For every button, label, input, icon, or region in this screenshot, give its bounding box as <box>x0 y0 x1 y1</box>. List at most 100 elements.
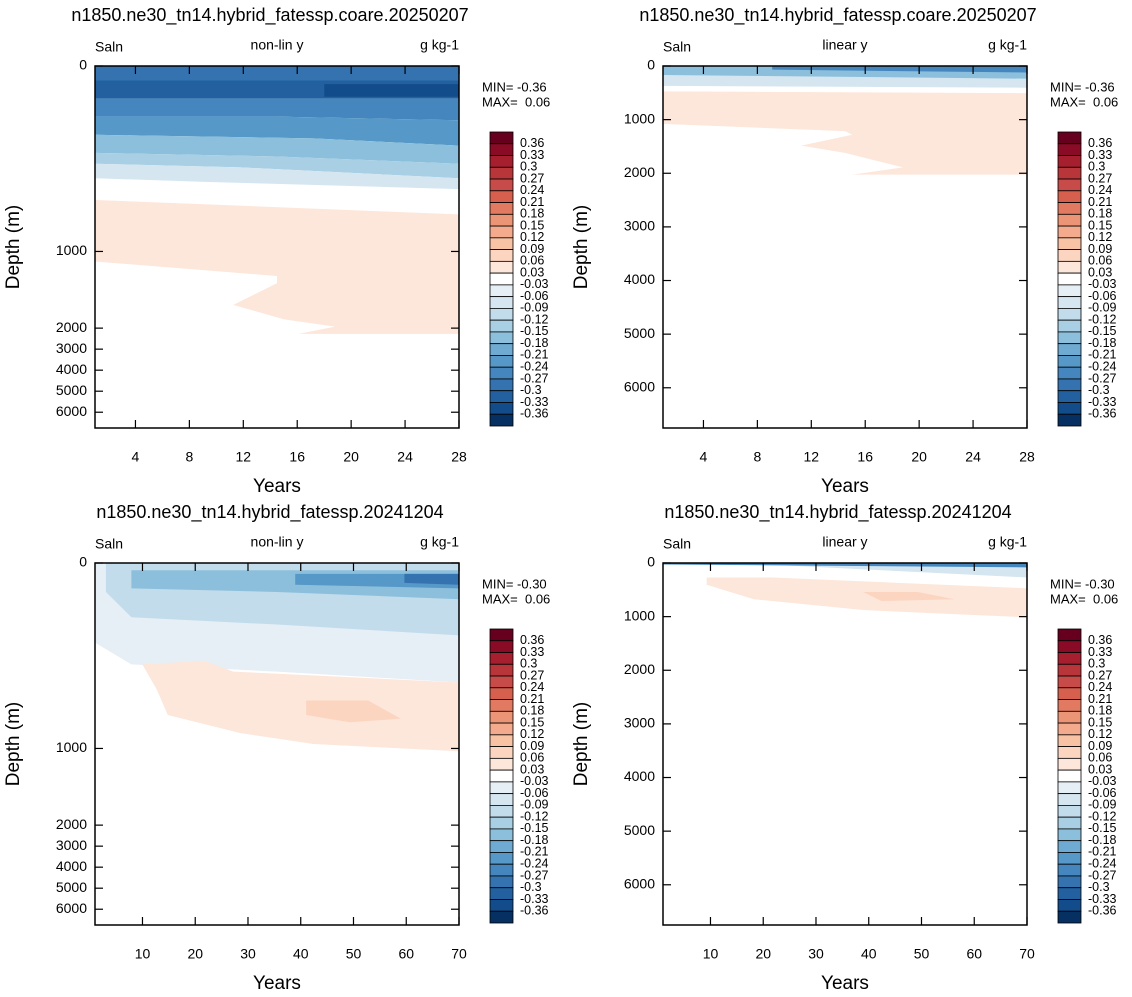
x-tick-label: 12 <box>236 449 252 465</box>
y-tick-label: 3000 <box>624 715 655 731</box>
left-label: Saln <box>663 39 691 55</box>
colorbar-box <box>1057 781 1082 795</box>
colorbar-label: -0.18 <box>1088 833 1117 847</box>
colorbar-box <box>1057 331 1082 345</box>
y-tick-label: 2000 <box>56 816 87 832</box>
panel: n1850.ne30_tn14.hybrid_fatessp.20241204 S… <box>571 502 1118 994</box>
center-label: non-lin y <box>251 37 304 53</box>
contour-fill <box>95 116 459 146</box>
chart-title: n1850.ne30_tn14.hybrid_fatessp.20241204 <box>96 502 443 523</box>
x-tick-label: 4 <box>700 449 708 465</box>
colorbar-label: -0.21 <box>1088 348 1117 362</box>
colorbar-box <box>1057 852 1082 865</box>
x-tick-label: 20 <box>755 946 771 962</box>
panel: n1850.ne30_tn14.hybrid_fatessp.coare.202… <box>3 5 550 497</box>
colorbar-box <box>1057 793 1082 806</box>
colorbar-box <box>489 166 514 180</box>
x-axis-label: Years <box>821 973 869 994</box>
colorbar-box <box>1057 863 1082 877</box>
colorbar-box <box>1057 687 1082 700</box>
colorbar-label: 0.21 <box>520 692 544 706</box>
y-tick-label: 1000 <box>624 110 655 126</box>
colorbar-label: -0.27 <box>520 868 549 882</box>
colorbar-box <box>1057 910 1082 924</box>
x-tick-label: 40 <box>861 946 877 962</box>
colorbar-label: -0.3 <box>1088 880 1110 894</box>
colorbar-box <box>489 413 514 427</box>
colorbar-label: 0.24 <box>1088 680 1112 694</box>
colorbar-box <box>489 675 514 689</box>
colorbar-label: -0.21 <box>520 845 549 859</box>
colorbar-label: -0.15 <box>1088 324 1117 338</box>
colorbar-label: 0.15 <box>1088 715 1112 729</box>
colorbar-label: -0.24 <box>1088 856 1117 870</box>
colorbar-box <box>1057 663 1082 677</box>
y-tick-label: 4000 <box>624 271 655 287</box>
y-tick-label: 3000 <box>56 340 87 356</box>
y-tick-label: 4000 <box>56 858 87 874</box>
colorbar-box <box>489 155 514 168</box>
colorbar-label: -0.06 <box>1088 289 1117 303</box>
colorbar-label: 0.24 <box>520 183 544 197</box>
colorbar-label: 0.18 <box>520 207 544 221</box>
y-tick-label: 2000 <box>56 319 87 335</box>
colorbar-box <box>1057 249 1082 262</box>
colorbar-label: 0.33 <box>1088 645 1112 659</box>
colorbar-label: 0.03 <box>1088 762 1112 776</box>
center-label: non-lin y <box>251 534 304 550</box>
colorbar-label: -0.12 <box>520 809 549 823</box>
colorbar-box <box>1057 237 1082 250</box>
max-label: MAX= 0.06 <box>482 94 550 109</box>
x-tick-label: 70 <box>451 946 467 962</box>
colorbar-label: -0.3 <box>520 880 542 894</box>
x-tick-label: 30 <box>808 946 824 962</box>
colorbar-box <box>1057 319 1082 333</box>
x-tick-label: 20 <box>343 449 359 465</box>
colorbar-box <box>489 331 514 345</box>
colorbar-box <box>489 272 514 286</box>
colorbar-label: 0.3 <box>520 160 537 174</box>
y-tick-label: 0 <box>647 554 655 570</box>
colorbar-box <box>1057 757 1082 771</box>
colorbar-box <box>489 781 514 795</box>
max-label: MAX= 0.06 <box>1050 94 1118 109</box>
colorbar-box <box>489 190 514 203</box>
colorbar-box <box>489 307 514 321</box>
colorbar-label: -0.09 <box>520 798 549 812</box>
colorbar-label: -0.33 <box>520 892 549 906</box>
y-tick-label: 4000 <box>624 768 655 784</box>
x-tick-label: 20 <box>911 449 927 465</box>
colorbar-box <box>1057 131 1082 145</box>
colorbar-box <box>1057 178 1082 192</box>
colorbar-label: 0.06 <box>1088 751 1112 765</box>
x-tick-label: 60 <box>398 946 414 962</box>
colorbar-box <box>1057 722 1082 736</box>
colorbar-box <box>489 852 514 865</box>
colorbar-box <box>1057 402 1082 415</box>
colorbar-label: 0.09 <box>1088 242 1112 256</box>
colorbar-label: 0.09 <box>1088 739 1112 753</box>
colorbar-label: 0.12 <box>1088 230 1112 244</box>
colorbar-box <box>1057 307 1082 321</box>
colorbar-box <box>489 769 514 783</box>
x-tick-label: 4 <box>132 449 140 465</box>
colorbar-box <box>1057 343 1082 356</box>
colorbar-box <box>1057 769 1082 783</box>
right-label: g kg-1 <box>988 534 1027 550</box>
colorbar-box <box>1057 828 1082 842</box>
contour-fill <box>95 199 459 334</box>
colorbar-label: -0.12 <box>1088 312 1117 326</box>
colorbar-box <box>1057 875 1082 889</box>
colorbar-box <box>1057 652 1082 665</box>
colorbar-label: 0.27 <box>1088 171 1112 185</box>
colorbar-box <box>489 143 514 156</box>
colorbar-label: -0.03 <box>1088 277 1117 291</box>
colorbar-label: 0.15 <box>520 715 544 729</box>
colorbar-label: -0.12 <box>520 312 549 326</box>
colorbar-label: 0.3 <box>1088 160 1105 174</box>
colorbar-box <box>489 628 514 642</box>
right-label: g kg-1 <box>420 37 459 53</box>
colorbar-box <box>489 378 514 392</box>
colorbar-label: -0.33 <box>520 395 549 409</box>
colorbar-label: -0.18 <box>520 833 549 847</box>
